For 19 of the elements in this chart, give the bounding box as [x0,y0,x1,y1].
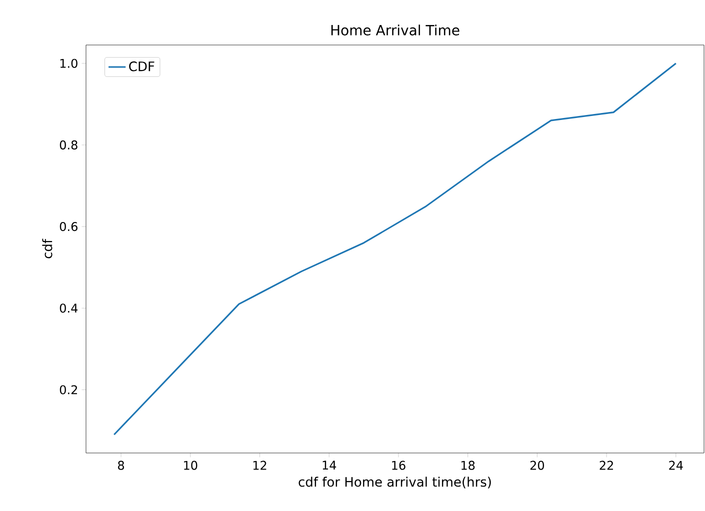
x-tick-label: 22 [600,460,613,470]
x-tick-label: 24 [669,460,683,470]
x-tick-label: 14 [322,460,336,470]
y-tick-label: 1.0 [60,58,78,68]
x-tick-label: 10 [184,460,198,470]
chart-title: Home Arrival Time [331,24,460,36]
x-tick-label: 16 [392,460,406,470]
y-tick-label: 0.8 [60,140,78,150]
y-tick-label: 0.4 [60,304,78,313]
y-tick-label: 0.2 [60,385,77,394]
x-tick-label: 18 [462,460,475,470]
x-tick-label: 8 [118,460,124,470]
y-axis-title: cdf [42,238,52,258]
y-tick-label: 0.6 [60,222,78,232]
x-tick-label: 20 [530,460,544,470]
x-axis-title: cdf for Home arrival time(hrs) [298,476,491,488]
legend-label: CDF [129,61,154,72]
x-tick-label: 12 [253,460,266,470]
line-series [113,62,677,436]
